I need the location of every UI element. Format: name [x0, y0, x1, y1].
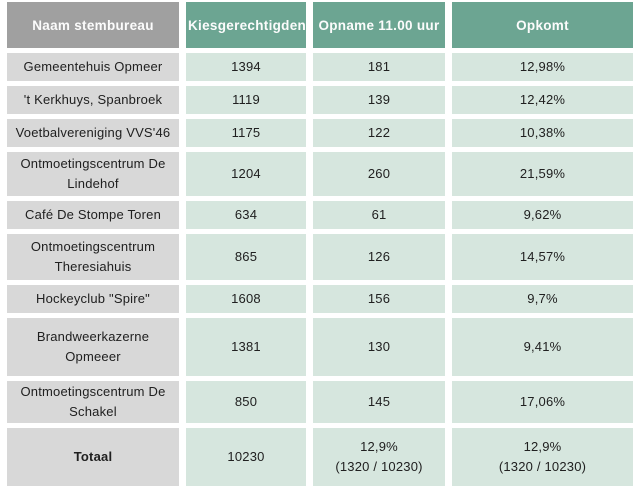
station-name-cell: Gemeentehuis Opmeer	[7, 53, 179, 81]
total-eligible-voters-cell: 10230	[186, 428, 306, 486]
total-count-11am-cell: 12,9% (1320 / 10230)	[313, 428, 445, 486]
total-row: Totaal 10230 12,9% (1320 / 10230) 12,9% …	[7, 428, 633, 486]
table-header: Naam stembureau Kiesgerechtigden Opname …	[7, 2, 633, 48]
total-turnout-cell: 12,9% (1320 / 10230)	[452, 428, 633, 486]
station-name-cell: 't Kerkhuys, Spanbroek	[7, 86, 179, 114]
table-row: Brandweerkazerne Opmeeer 1381 130 9,41%	[7, 318, 633, 376]
count-11am-cell: 61	[313, 201, 445, 229]
table-row: Café De Stompe Toren 634 61 9,62%	[7, 201, 633, 229]
table-row: Ontmoetingscentrum De Lindehof 1204 260 21,…	[7, 152, 633, 196]
turnout-cell: 10,38%	[452, 119, 633, 147]
eligible-voters-cell: 1608	[186, 285, 306, 313]
turnout-cell: 12,42%	[452, 86, 633, 114]
station-name-cell: Ontmoetingscentrum De Schakel	[7, 381, 179, 423]
table-body: Gemeentehuis Opmeer 1394 181 12,98% 't Kerkh…	[7, 53, 633, 423]
turnout-cell: 9,41%	[452, 318, 633, 376]
table-row: Ontmoetingscentrum Theresiahuis 865 126 14,…	[7, 234, 633, 280]
column-header-kiesgerechtigden: Kiesgerechtigden	[186, 2, 306, 48]
header-row: Naam stembureau Kiesgerechtigden Opname …	[7, 2, 633, 48]
table-row: Hockeyclub "Spire" 1608 156 9,7%	[7, 285, 633, 313]
station-name-cell: Café De Stompe Toren	[7, 201, 179, 229]
eligible-voters-cell: 1119	[186, 86, 306, 114]
count-11am-cell: 181	[313, 53, 445, 81]
count-11am-cell: 156	[313, 285, 445, 313]
count-11am-cell: 145	[313, 381, 445, 423]
column-header-opkomt: Opkomt	[452, 2, 633, 48]
eligible-voters-cell: 1394	[186, 53, 306, 81]
eligible-voters-cell: 634	[186, 201, 306, 229]
turnout-cell: 9,7%	[452, 285, 633, 313]
count-11am-cell: 126	[313, 234, 445, 280]
eligible-voters-cell: 1204	[186, 152, 306, 196]
eligible-voters-cell: 865	[186, 234, 306, 280]
turnout-cell: 12,98%	[452, 53, 633, 81]
table-row: Gemeentehuis Opmeer 1394 181 12,98%	[7, 53, 633, 81]
count-11am-cell: 260	[313, 152, 445, 196]
turnout-cell: 17,06%	[452, 381, 633, 423]
table-row: 't Kerkhuys, Spanbroek 1119 139 12,42%	[7, 86, 633, 114]
table-row: Voetbalvereniging VVS'46 1175 122 10,38%	[7, 119, 633, 147]
total-label-cell: Totaal	[7, 428, 179, 486]
count-11am-cell: 130	[313, 318, 445, 376]
eligible-voters-cell: 1175	[186, 119, 306, 147]
count-11am-cell: 139	[313, 86, 445, 114]
station-name-cell: Brandweerkazerne Opmeeer	[7, 318, 179, 376]
column-header-opname-1100: Opname 11.00 uur	[313, 2, 445, 48]
turnout-cell: 9,62%	[452, 201, 633, 229]
station-name-cell: Voetbalvereniging VVS'46	[7, 119, 179, 147]
table-row: Ontmoetingscentrum De Schakel 850 145 17,06…	[7, 381, 633, 423]
table-footer: Totaal 10230 12,9% (1320 / 10230) 12,9% …	[7, 428, 633, 486]
station-name-cell: Ontmoetingscentrum De Lindehof	[7, 152, 179, 196]
eligible-voters-cell: 850	[186, 381, 306, 423]
eligible-voters-cell: 1381	[186, 318, 306, 376]
count-11am-cell: 122	[313, 119, 445, 147]
column-header-naam-stembureau: Naam stembureau	[7, 2, 179, 48]
turnout-cell: 21,59%	[452, 152, 633, 196]
station-name-cell: Ontmoetingscentrum Theresiahuis	[7, 234, 179, 280]
turnout-cell: 14,57%	[452, 234, 633, 280]
station-name-cell: Hockeyclub "Spire"	[7, 285, 179, 313]
